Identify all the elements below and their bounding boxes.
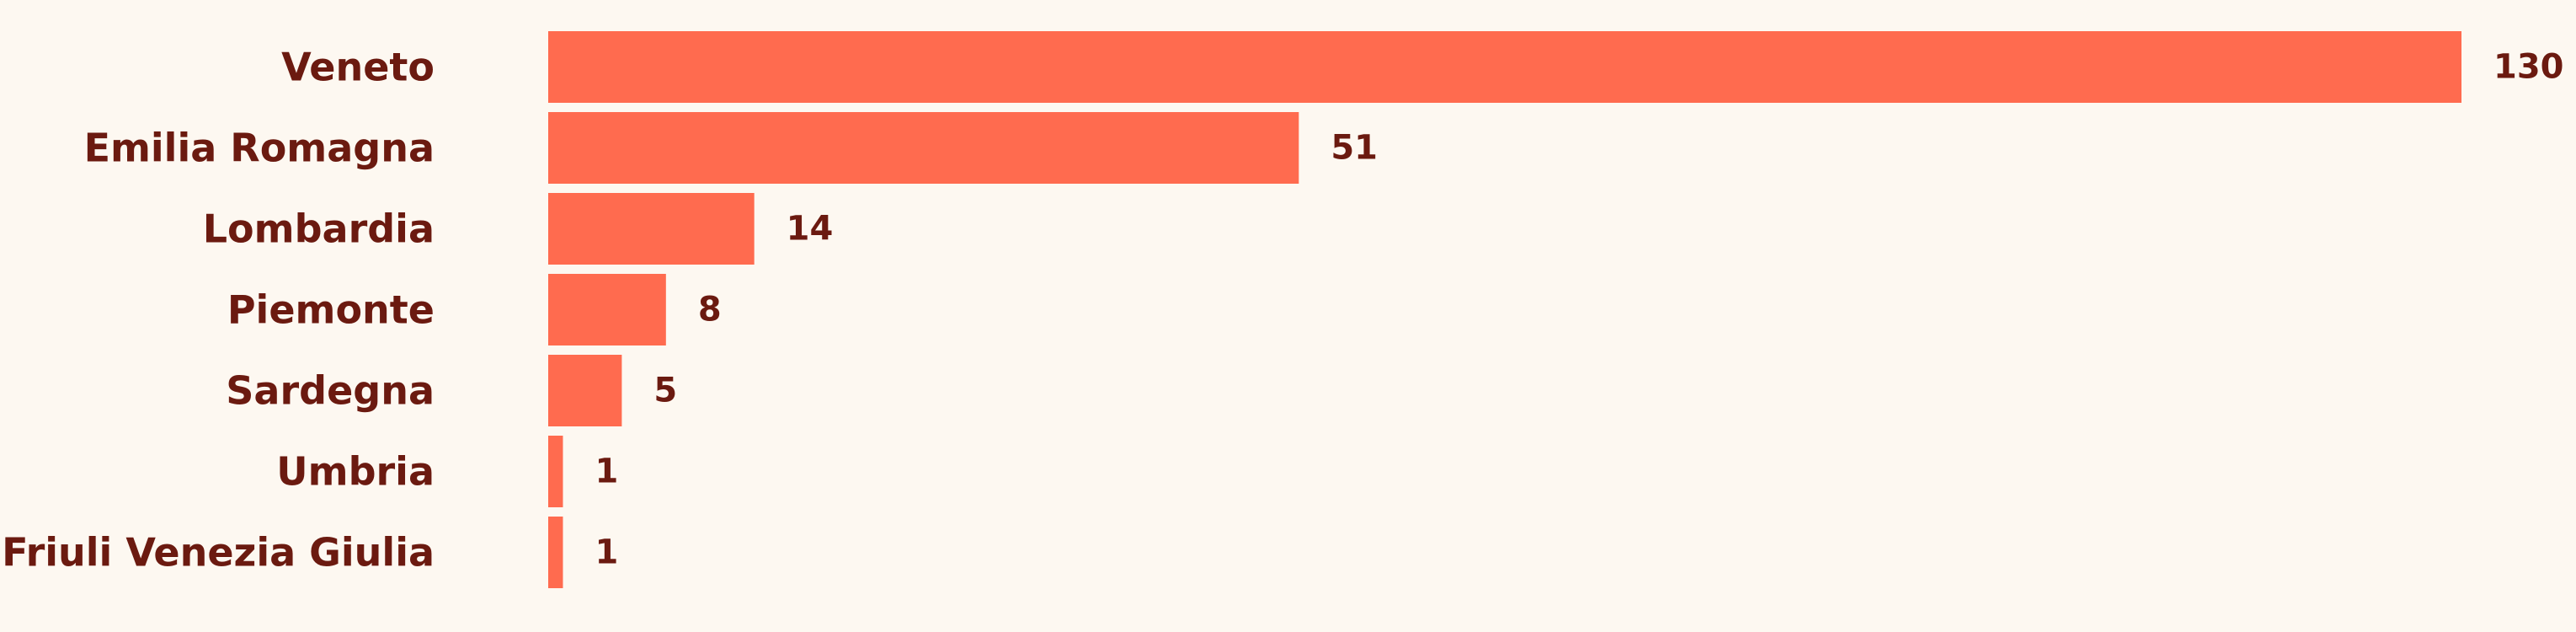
category-label-3: Piemonte	[227, 287, 435, 333]
value-label-1: 51	[1331, 129, 1378, 168]
bars-group	[548, 31, 2461, 588]
category-label-1: Emilia Romagna	[84, 126, 435, 171]
bar-1	[548, 112, 1299, 184]
value-label-0: 130	[2493, 48, 2564, 87]
bar-0	[548, 31, 2461, 103]
value-label-6: 1	[595, 533, 618, 572]
value-label-4: 5	[653, 372, 677, 410]
value-label-2: 14	[787, 210, 834, 249]
category-label-4: Sardegna	[226, 368, 435, 414]
bar-5	[548, 436, 563, 507]
category-labels-group: Veneto Emilia Romagna Lombardia Piemonte Sar…	[2, 45, 435, 576]
value-label-5: 1	[595, 453, 618, 491]
bar-3	[548, 274, 666, 345]
category-label-5: Umbria	[276, 449, 435, 495]
category-label-0: Veneto	[281, 45, 435, 90]
bar-4	[548, 355, 622, 426]
value-label-3: 8	[698, 291, 722, 329]
category-label-2: Lombardia	[203, 206, 435, 252]
bar-2	[548, 193, 755, 265]
category-label-6: Friuli Venezia Giulia	[2, 530, 435, 576]
bar-6	[548, 517, 563, 588]
